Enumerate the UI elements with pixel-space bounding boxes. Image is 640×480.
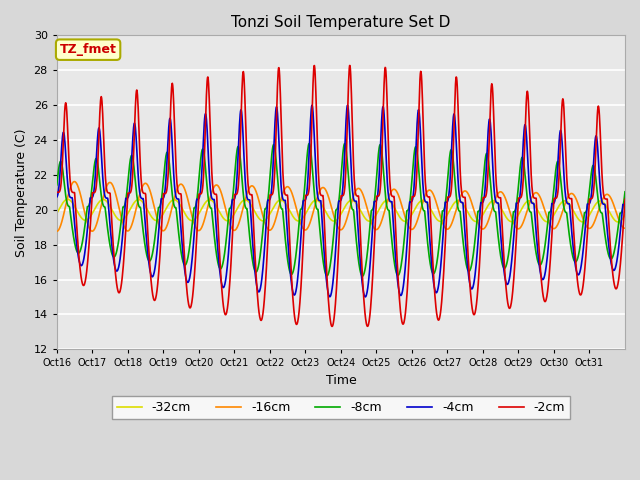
-32cm: [585, 213, 593, 219]
-8cm: [53, 182, 61, 188]
-8cm: [341, 141, 349, 146]
-2cm: [155, 273, 163, 279]
-16cm: [63, 195, 71, 201]
-2cm: [346, 63, 353, 69]
Line: -2cm: -2cm: [57, 66, 625, 326]
-32cm: [63, 196, 71, 202]
-16cm: [310, 206, 318, 212]
-4cm: [53, 194, 61, 200]
-4cm: [362, 294, 369, 300]
-2cm: [53, 190, 61, 195]
Line: -32cm: -32cm: [57, 199, 625, 222]
-32cm: [621, 212, 629, 218]
Line: -4cm: -4cm: [57, 105, 625, 297]
-2cm: [63, 123, 71, 129]
-8cm: [310, 184, 317, 190]
X-axis label: Time: Time: [326, 374, 356, 387]
-2cm: [328, 324, 336, 329]
-16cm: [53, 228, 61, 234]
Text: TZ_fmet: TZ_fmet: [60, 43, 116, 56]
-16cm: [155, 221, 163, 227]
-4cm: [310, 122, 317, 128]
-4cm: [585, 201, 593, 207]
-32cm: [310, 198, 318, 204]
-4cm: [445, 190, 453, 196]
-8cm: [358, 273, 366, 279]
-8cm: [344, 166, 352, 172]
-32cm: [344, 200, 352, 205]
-32cm: [614, 219, 621, 225]
-4cm: [621, 201, 629, 207]
-8cm: [585, 191, 593, 196]
-32cm: [445, 209, 452, 215]
-2cm: [621, 196, 629, 202]
-4cm: [344, 103, 352, 109]
-16cm: [445, 226, 452, 231]
-32cm: [155, 217, 163, 223]
-16cm: [585, 226, 593, 231]
-16cm: [70, 179, 78, 184]
-4cm: [344, 102, 351, 108]
-2cm: [310, 66, 317, 72]
Line: -16cm: -16cm: [57, 181, 625, 231]
-8cm: [621, 189, 629, 195]
Title: Tonzi Soil Temperature Set D: Tonzi Soil Temperature Set D: [231, 15, 451, 30]
-32cm: [53, 210, 61, 216]
-16cm: [344, 213, 352, 218]
-8cm: [155, 204, 163, 210]
Legend: -32cm, -16cm, -8cm, -4cm, -2cm: -32cm, -16cm, -8cm, -4cm, -2cm: [112, 396, 570, 420]
-32cm: [64, 196, 72, 202]
-2cm: [344, 102, 352, 108]
-2cm: [585, 202, 593, 208]
-8cm: [445, 159, 453, 165]
-8cm: [63, 202, 71, 207]
-16cm: [621, 226, 629, 231]
-4cm: [155, 231, 163, 237]
Y-axis label: Soil Temperature (C): Soil Temperature (C): [15, 128, 28, 257]
Line: -8cm: -8cm: [57, 144, 625, 276]
-4cm: [63, 179, 71, 184]
-2cm: [445, 194, 453, 200]
